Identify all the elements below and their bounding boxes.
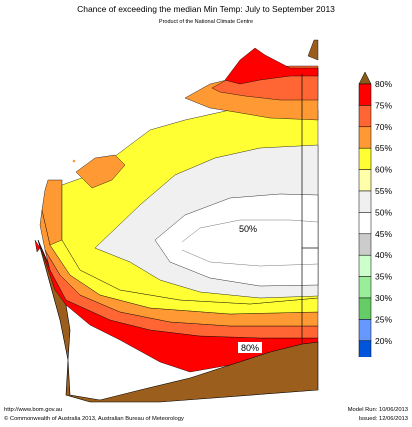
legend-swatch <box>358 340 372 357</box>
probability-map: 50% 80% <box>34 39 319 403</box>
footer-model-run: Model Run: 10/06/2013 <box>347 407 408 413</box>
legend-swatch <box>358 319 372 342</box>
legend-swatch <box>358 169 372 192</box>
legend-label: 40% <box>375 250 392 260</box>
legend-swatch <box>358 190 372 213</box>
legend-label: 50% <box>375 207 392 217</box>
island <box>34 239 41 253</box>
legend-label: 65% <box>375 143 392 153</box>
map-subtitle: Product of the National Climate Centre <box>158 19 254 25</box>
legend-swatch <box>358 126 372 149</box>
legend-swatch <box>358 105 372 128</box>
legend-swatch <box>358 276 372 299</box>
legend-swatch <box>358 254 372 277</box>
legend-swatch <box>358 233 372 256</box>
footer-copyright: © Commonwealth of Australia 2013, Austra… <box>4 416 184 422</box>
footer-url: http://www.bom.gov.au <box>4 407 63 413</box>
island <box>72 159 76 163</box>
region-70-west <box>41 179 63 246</box>
map-region-label-80: 80% <box>241 343 259 353</box>
map-region-label-80-bg <box>238 342 262 353</box>
region-above-80-north <box>307 39 319 61</box>
map-region-label-50: 50% <box>239 224 257 234</box>
legend-label: 25% <box>375 314 392 324</box>
contour-line <box>181 219 319 243</box>
legend-label: 80% <box>375 79 392 89</box>
legend-label: 60% <box>375 165 392 175</box>
region-70-pilbara <box>75 154 126 189</box>
legend-label: 45% <box>375 229 392 239</box>
legend-label: 70% <box>375 122 392 132</box>
legend-cap-top <box>358 72 372 85</box>
legend-swatch <box>358 83 372 106</box>
legend-label: 20% <box>375 336 392 346</box>
legend-label: 75% <box>375 100 392 110</box>
legend-label: 30% <box>375 293 392 303</box>
legend: 80% 75% 70% 65% 60% 55% 50% 45% 40% 35% 30% 25% 20% <box>358 72 392 357</box>
region-50 <box>154 193 319 287</box>
contour-line <box>181 249 319 267</box>
legend-swatch <box>358 297 372 320</box>
footer-issued: Issued: 12/06/2013 <box>358 416 408 422</box>
legend-swatch <box>358 147 372 170</box>
legend-label: 55% <box>375 186 392 196</box>
legend-label: 35% <box>375 272 392 282</box>
region-northern-80 <box>224 47 319 85</box>
legend-swatch <box>358 212 372 235</box>
map-title: Chance of exceeding the median Min Temp:… <box>77 4 335 14</box>
